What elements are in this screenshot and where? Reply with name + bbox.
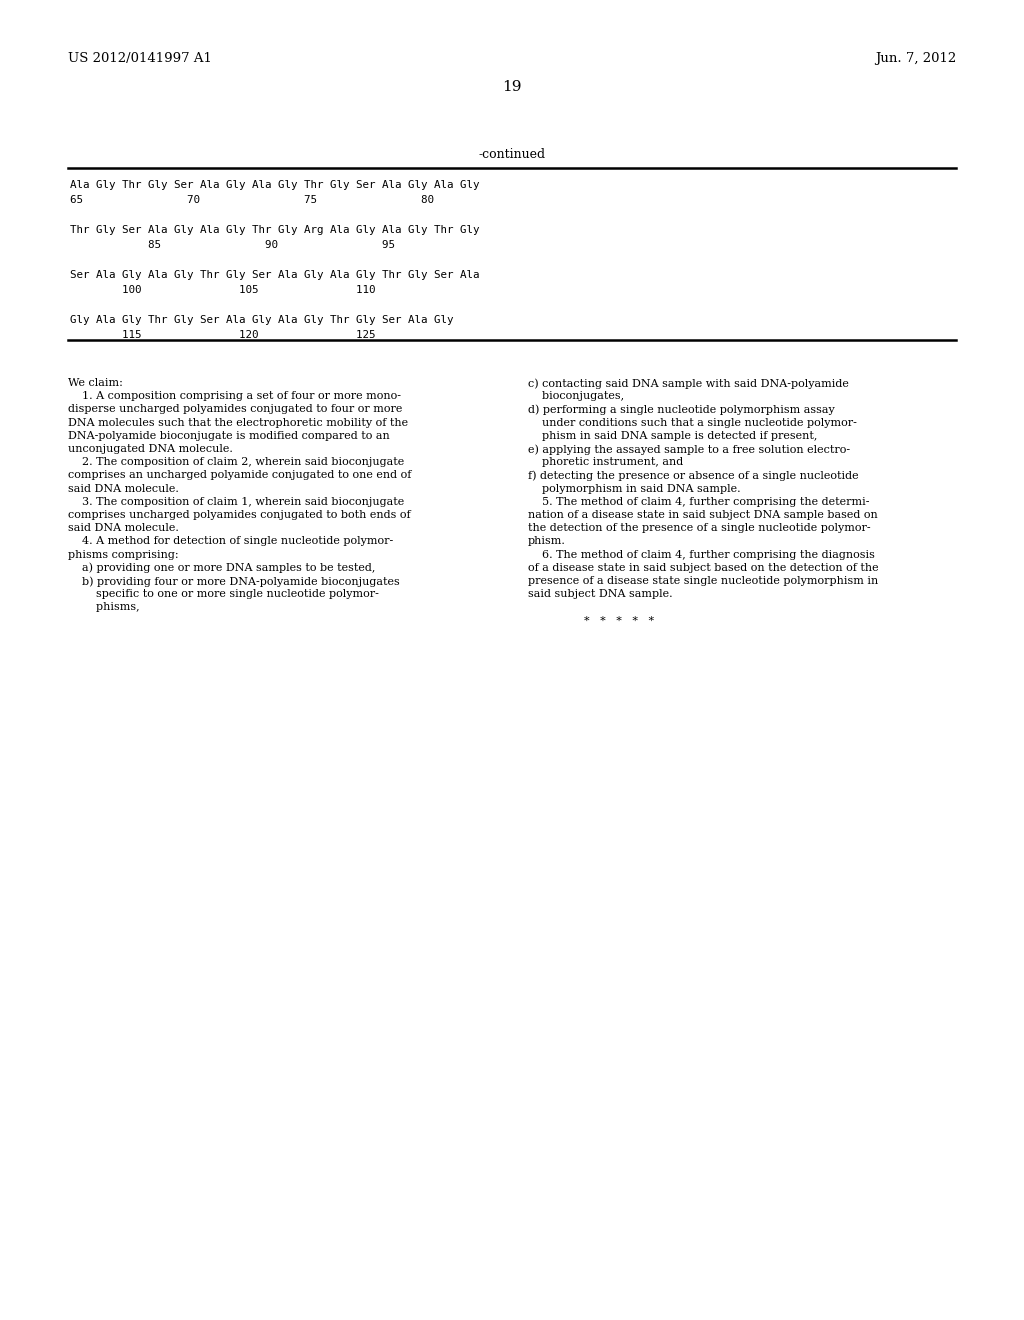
Text: Ser Ala Gly Ala Gly Thr Gly Ser Ala Gly Ala Gly Thr Gly Ser Ala: Ser Ala Gly Ala Gly Thr Gly Ser Ala Gly … <box>70 271 479 280</box>
Text: phoretic instrument, and: phoretic instrument, and <box>528 457 683 467</box>
Text: phisms,: phisms, <box>68 602 139 612</box>
Text: comprises uncharged polyamides conjugated to both ends of: comprises uncharged polyamides conjugate… <box>68 510 411 520</box>
Text: e) applying the assayed sample to a free solution electro-: e) applying the assayed sample to a free… <box>528 444 850 454</box>
Text: Ala Gly Thr Gly Ser Ala Gly Ala Gly Thr Gly Ser Ala Gly Ala Gly: Ala Gly Thr Gly Ser Ala Gly Ala Gly Thr … <box>70 180 479 190</box>
Text: 3. The composition of claim 1, wherein said bioconjugate: 3. The composition of claim 1, wherein s… <box>68 496 404 507</box>
Text: US 2012/0141997 A1: US 2012/0141997 A1 <box>68 51 212 65</box>
Text: *   *   *   *   *: * * * * * <box>528 615 654 626</box>
Text: c) contacting said DNA sample with said DNA-polyamide: c) contacting said DNA sample with said … <box>528 378 849 388</box>
Text: We claim:: We claim: <box>68 378 123 388</box>
Text: nation of a disease state in said subject DNA sample based on: nation of a disease state in said subjec… <box>528 510 878 520</box>
Text: bioconjugates,: bioconjugates, <box>528 391 624 401</box>
Text: b) providing four or more DNA-polyamide bioconjugates: b) providing four or more DNA-polyamide … <box>68 576 399 586</box>
Text: f) detecting the presence or absence of a single nucleotide: f) detecting the presence or absence of … <box>528 470 859 480</box>
Text: said subject DNA sample.: said subject DNA sample. <box>528 589 673 599</box>
Text: under conditions such that a single nucleotide polymor-: under conditions such that a single nucl… <box>528 417 857 428</box>
Text: phisms comprising:: phisms comprising: <box>68 549 178 560</box>
Text: 100               105               110: 100 105 110 <box>70 285 376 294</box>
Text: 115               120               125: 115 120 125 <box>70 330 376 341</box>
Text: unconjugated DNA molecule.: unconjugated DNA molecule. <box>68 444 232 454</box>
Text: 65                70                75                80: 65 70 75 80 <box>70 195 434 205</box>
Text: the detection of the presence of a single nucleotide polymor-: the detection of the presence of a singl… <box>528 523 870 533</box>
Text: of a disease state in said subject based on the detection of the: of a disease state in said subject based… <box>528 562 879 573</box>
Text: said DNA molecule.: said DNA molecule. <box>68 523 179 533</box>
Text: Jun. 7, 2012: Jun. 7, 2012 <box>874 51 956 65</box>
Text: a) providing one or more DNA samples to be tested,: a) providing one or more DNA samples to … <box>68 562 376 573</box>
Text: polymorphism in said DNA sample.: polymorphism in said DNA sample. <box>528 483 740 494</box>
Text: 4. A method for detection of single nucleotide polymor-: 4. A method for detection of single nucl… <box>68 536 393 546</box>
Text: Thr Gly Ser Ala Gly Ala Gly Thr Gly Arg Ala Gly Ala Gly Thr Gly: Thr Gly Ser Ala Gly Ala Gly Thr Gly Arg … <box>70 224 479 235</box>
Text: phism.: phism. <box>528 536 566 546</box>
Text: comprises an uncharged polyamide conjugated to one end of: comprises an uncharged polyamide conjuga… <box>68 470 412 480</box>
Text: 85                90                95: 85 90 95 <box>70 240 395 249</box>
Text: 2. The composition of claim 2, wherein said bioconjugate: 2. The composition of claim 2, wherein s… <box>68 457 404 467</box>
Text: presence of a disease state single nucleotide polymorphism in: presence of a disease state single nucle… <box>528 576 879 586</box>
Text: -continued: -continued <box>478 148 546 161</box>
Text: 5. The method of claim 4, further comprising the determi-: 5. The method of claim 4, further compri… <box>528 496 869 507</box>
Text: 6. The method of claim 4, further comprising the diagnosis: 6. The method of claim 4, further compri… <box>528 549 874 560</box>
Text: said DNA molecule.: said DNA molecule. <box>68 483 179 494</box>
Text: 19: 19 <box>502 81 522 94</box>
Text: Gly Ala Gly Thr Gly Ser Ala Gly Ala Gly Thr Gly Ser Ala Gly: Gly Ala Gly Thr Gly Ser Ala Gly Ala Gly … <box>70 315 454 325</box>
Text: DNA-polyamide bioconjugate is modified compared to an: DNA-polyamide bioconjugate is modified c… <box>68 430 390 441</box>
Text: disperse uncharged polyamides conjugated to four or more: disperse uncharged polyamides conjugated… <box>68 404 402 414</box>
Text: 1. A composition comprising a set of four or more mono-: 1. A composition comprising a set of fou… <box>68 391 401 401</box>
Text: d) performing a single nucleotide polymorphism assay: d) performing a single nucleotide polymo… <box>528 404 835 414</box>
Text: DNA molecules such that the electrophoretic mobility of the: DNA molecules such that the electrophore… <box>68 417 409 428</box>
Text: phism in said DNA sample is detected if present,: phism in said DNA sample is detected if … <box>528 430 817 441</box>
Text: specific to one or more single nucleotide polymor-: specific to one or more single nucleotid… <box>68 589 379 599</box>
